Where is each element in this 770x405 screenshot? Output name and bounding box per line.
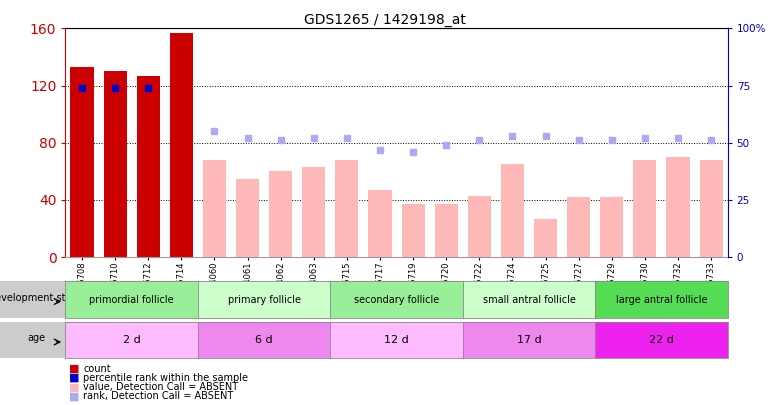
Text: 17 d: 17 d: [517, 335, 541, 345]
Text: rank, Detection Call = ABSENT: rank, Detection Call = ABSENT: [83, 392, 233, 401]
Text: ■: ■: [69, 364, 80, 373]
Bar: [633, 160, 657, 257]
Bar: [103, 71, 127, 257]
Bar: [567, 197, 591, 257]
Text: secondary follicle: secondary follicle: [354, 295, 439, 305]
Bar: [302, 167, 326, 257]
Bar: [467, 196, 491, 257]
Bar: [500, 164, 524, 257]
Bar: [401, 204, 425, 257]
Text: percentile rank within the sample: percentile rank within the sample: [83, 373, 248, 383]
Text: ■: ■: [69, 392, 80, 401]
Bar: [169, 33, 193, 257]
Bar: [434, 204, 458, 257]
Bar: [335, 160, 359, 257]
Text: development stage: development stage: [0, 293, 83, 303]
Bar: [368, 190, 392, 257]
Bar: [203, 160, 226, 257]
Text: primordial follicle: primordial follicle: [89, 295, 174, 305]
Bar: [666, 157, 690, 257]
Bar: [236, 179, 259, 257]
Text: 2 d: 2 d: [122, 335, 141, 345]
Text: 22 d: 22 d: [649, 335, 674, 345]
Text: age: age: [27, 333, 45, 343]
Bar: [269, 171, 293, 257]
Text: count: count: [83, 364, 111, 373]
Text: GDS1265 / 1429198_at: GDS1265 / 1429198_at: [304, 13, 466, 27]
Text: large antral follicle: large antral follicle: [616, 295, 707, 305]
Text: ■: ■: [69, 382, 80, 392]
Text: 12 d: 12 d: [384, 335, 409, 345]
Bar: [699, 160, 723, 257]
Text: value, Detection Call = ABSENT: value, Detection Call = ABSENT: [83, 382, 238, 392]
Text: ■: ■: [69, 373, 80, 383]
Bar: [136, 76, 160, 257]
Bar: [534, 219, 557, 257]
Text: primary follicle: primary follicle: [228, 295, 300, 305]
Text: 6 d: 6 d: [256, 335, 273, 345]
Bar: [70, 67, 94, 257]
Text: small antral follicle: small antral follicle: [483, 295, 575, 305]
Bar: [600, 197, 624, 257]
